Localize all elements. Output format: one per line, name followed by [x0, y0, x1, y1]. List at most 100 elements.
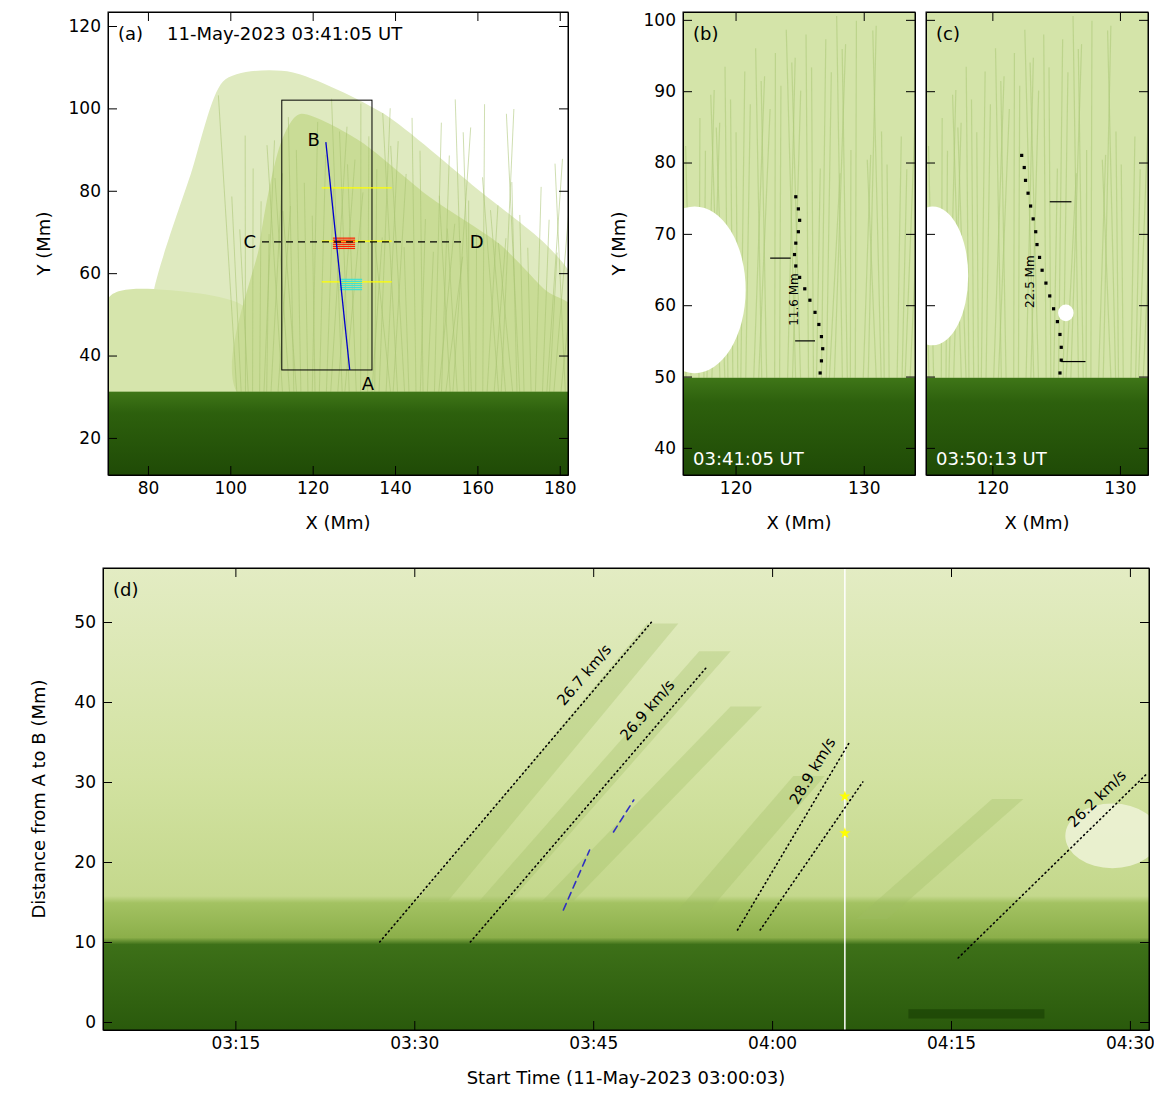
tick-mark [559, 26, 568, 27]
panel-subtitle: 11-May-2023 03:41:05 UT [167, 23, 403, 44]
prominence-thread [404, 247, 409, 392]
prominence-thread [512, 182, 517, 392]
slit-cut [340, 287, 362, 288]
prominence-thread [1030, 63, 1038, 378]
trace-point [1058, 333, 1061, 336]
tick-mark [906, 20, 915, 21]
plot-frame [108, 12, 568, 475]
panel: 22.5 Mm120130X (Mm)(c)03:50:13 UT [897, 12, 1154, 533]
tick [951, 568, 952, 577]
prominence-thread [863, 155, 870, 378]
prominence-thread [1054, 169, 1058, 378]
prominence-thread [850, 150, 852, 378]
prominence-thread [1116, 132, 1119, 378]
prominence-thread [547, 159, 563, 392]
tick [1140, 1022, 1149, 1023]
prominence-thread [483, 177, 499, 391]
tick-mark [1139, 377, 1148, 378]
tick-mark [772, 1021, 773, 1030]
tick [1139, 20, 1148, 21]
tick: 130 [848, 466, 880, 498]
prominence-thread [296, 150, 301, 392]
trace-point [1020, 154, 1023, 157]
prominence-thread [304, 183, 308, 392]
y-axis-title: Y (Mm) [608, 212, 629, 277]
tick [477, 12, 478, 21]
tick [235, 568, 236, 577]
x-axis-top [109, 12, 569, 21]
tick-mark [926, 377, 935, 378]
tick-mark [736, 12, 737, 21]
slit-label: D [470, 231, 484, 252]
tick: 130 [1104, 466, 1136, 498]
figure: ABCD8010012014016018020406080100120X (Mm… [0, 0, 1154, 1101]
tick-mark [230, 12, 231, 21]
tick: 120 [69, 16, 117, 36]
prominence-thread [434, 123, 441, 392]
y-axis-title: Distance from A to B (Mm) [28, 679, 49, 918]
tick-label: 90 [654, 81, 676, 101]
prominence-thread [453, 127, 471, 391]
tick [1120, 12, 1121, 21]
y-axis: 20406080100120 [69, 13, 117, 476]
prominence-thread [996, 48, 1002, 378]
panel-subtitle: 03:50:13 UT [936, 448, 1048, 469]
tick [772, 568, 773, 577]
trace-point [794, 195, 797, 198]
tick-mark [1130, 568, 1131, 577]
tick-mark [560, 12, 561, 21]
tick-mark [1139, 305, 1148, 306]
tick-label: 04:00 [748, 1033, 797, 1053]
tick: 04:30 [1106, 1021, 1154, 1053]
prominence-thread [283, 211, 297, 392]
tick [559, 438, 568, 439]
tick-label: 40 [79, 345, 101, 365]
prominence-thread [475, 233, 477, 391]
tick-mark [103, 702, 112, 703]
tick: 04:00 [748, 1021, 797, 1053]
tick-mark [108, 356, 117, 357]
prominence-thread [817, 169, 821, 378]
trace-point [817, 323, 820, 326]
tick: 03:15 [211, 1021, 260, 1053]
annotation-labels: 22.5 Mm [1023, 255, 1037, 308]
tick: 120 [977, 466, 1009, 498]
tick [559, 356, 568, 357]
trace-point [793, 253, 796, 256]
tick: 20 [74, 852, 112, 872]
y-axis-right [559, 13, 569, 476]
prominence-thread [412, 118, 416, 392]
plot-area [108, 12, 568, 475]
prominence-thread [1086, 150, 1088, 378]
tick: 100 [69, 98, 117, 118]
tick-label: 60 [654, 295, 676, 315]
prominence-thread [1091, 21, 1092, 378]
fit-line [380, 622, 652, 942]
tick [906, 91, 915, 92]
prominence-thread [288, 117, 293, 392]
region-box [282, 100, 372, 370]
tick-mark [906, 448, 915, 449]
tick [926, 20, 935, 21]
prominence-thread [971, 99, 973, 377]
tick: 30 [74, 772, 112, 792]
annotations [1020, 154, 1085, 375]
point-marker [839, 827, 850, 838]
tick [593, 568, 594, 577]
tick [864, 12, 865, 21]
tick: 0 [85, 1012, 112, 1032]
tick [906, 234, 915, 235]
slit-cut [322, 240, 392, 241]
prominence-thread [498, 243, 512, 392]
tick-mark [1120, 466, 1121, 475]
trace-point [1026, 192, 1029, 195]
tick [1130, 568, 1131, 577]
tick-mark [926, 20, 935, 21]
prominence-thread [379, 108, 390, 391]
tick-label: 70 [654, 224, 676, 244]
tick [906, 377, 915, 378]
tick-mark [951, 1021, 952, 1030]
trace-point [819, 371, 822, 374]
prominence-thread [826, 72, 831, 378]
tick [313, 12, 314, 21]
